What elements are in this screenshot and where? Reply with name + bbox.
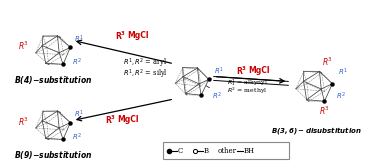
Text: MgCl: MgCl	[118, 115, 139, 124]
Text: $\bfit{B(9)}$$\bfit{-substitution}$: $\bfit{B(9)}$$\bfit{-substitution}$	[14, 149, 92, 161]
Text: $R^1$: $R^1$	[74, 109, 84, 120]
Text: $\bfit{B(4)}$$\bfit{-substitution}$: $\bfit{B(4)}$$\bfit{-substitution}$	[14, 74, 92, 86]
Text: $R^2$ = methyl: $R^2$ = methyl	[228, 86, 268, 96]
Text: $R^1, R^2$ = silyl: $R^1, R^2$ = silyl	[123, 68, 168, 81]
Text: MgCl: MgCl	[249, 66, 270, 75]
Text: $R^2$: $R^2$	[336, 91, 346, 102]
Text: BH: BH	[243, 147, 255, 155]
Text: $\mathbf{R^3}$: $\mathbf{R^3}$	[115, 29, 127, 42]
Text: $R^3$: $R^3$	[18, 115, 29, 128]
Text: $R^3$: $R^3$	[322, 56, 333, 68]
Text: $R^1$: $R^1$	[214, 65, 224, 77]
Text: $\bfit{B(3,6)-disubstitution}$: $\bfit{B(3,6)-disubstitution}$	[271, 125, 362, 136]
Text: $R^2$: $R^2$	[72, 57, 82, 68]
Text: $\mathbf{R^3}$: $\mathbf{R^3}$	[236, 65, 248, 77]
Text: $R^3$: $R^3$	[319, 104, 330, 117]
Text: $R^3$: $R^3$	[18, 40, 29, 52]
Text: $R^1, R^2$ = aryl: $R^1, R^2$ = aryl	[123, 56, 167, 69]
Text: $R_1^1$ = alkynyl: $R_1^1$ = alkynyl	[227, 77, 268, 88]
Text: $R^1$: $R^1$	[74, 34, 84, 45]
Text: $R^1$: $R^1$	[338, 67, 348, 79]
Text: $R^2$: $R^2$	[212, 91, 222, 102]
Text: other: other	[218, 147, 237, 155]
Text: $R^2$: $R^2$	[72, 132, 82, 143]
FancyBboxPatch shape	[163, 142, 289, 159]
Text: C: C	[178, 147, 183, 155]
Text: $\mathbf{R^3}$: $\mathbf{R^3}$	[105, 113, 116, 126]
Text: MgCl: MgCl	[127, 31, 149, 40]
Text: B: B	[204, 147, 209, 155]
